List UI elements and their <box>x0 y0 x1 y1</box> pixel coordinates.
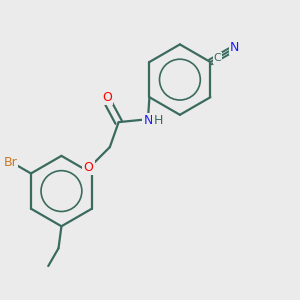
Text: O: O <box>83 161 93 174</box>
Text: N: N <box>143 114 153 127</box>
Text: O: O <box>102 91 112 104</box>
Text: Br: Br <box>3 156 17 169</box>
Text: N: N <box>230 41 239 54</box>
Text: H: H <box>154 114 163 127</box>
Text: C: C <box>214 53 221 63</box>
